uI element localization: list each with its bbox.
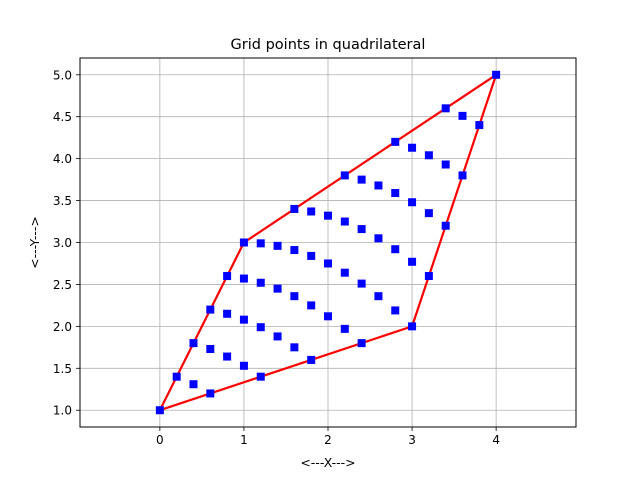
grid-point-marker	[374, 181, 383, 190]
grid-point-marker	[458, 111, 467, 120]
y-tick-label: 3.5	[53, 194, 72, 208]
grid-point-marker	[408, 198, 417, 207]
grid-point-marker	[340, 324, 349, 333]
chart-title: Grid points in quadrilateral	[231, 37, 426, 53]
grid-point-marker	[239, 361, 248, 370]
y-tick-label: 2.5	[53, 278, 72, 292]
grid-point-marker	[239, 238, 248, 247]
y-tick-label: 3.0	[53, 236, 72, 250]
grid-point-marker	[424, 272, 433, 281]
grid-point-marker	[273, 284, 282, 293]
grid-point-marker	[324, 259, 332, 268]
grid-point-marker	[189, 339, 198, 348]
grid-point-marker	[290, 246, 299, 255]
grid-point-marker	[408, 322, 417, 331]
grid-point-marker	[273, 332, 282, 341]
grid-point-marker	[441, 104, 450, 113]
grid-point-marker	[391, 306, 400, 315]
grid-point-marker	[340, 217, 349, 226]
grid-point-marker	[324, 211, 332, 220]
grid-point-marker	[357, 279, 366, 288]
y-tick-label: 4.5	[53, 110, 72, 124]
grid-point-marker	[290, 292, 299, 301]
grid-point-marker	[307, 355, 316, 364]
grid-point-marker	[475, 121, 484, 130]
x-tick-label: 0	[156, 433, 164, 447]
grid-point-marker	[206, 345, 215, 354]
grid-point-marker	[340, 171, 349, 180]
grid-point-marker	[307, 251, 316, 260]
grid-point-marker	[273, 241, 282, 250]
grid-point-marker	[172, 372, 181, 381]
grid-point-marker	[391, 137, 400, 146]
grid-point-marker	[223, 352, 232, 361]
grid-point-marker	[424, 151, 433, 160]
grid-point-marker	[408, 143, 417, 152]
x-tick-label: 2	[324, 433, 332, 447]
y-tick-label: 5.0	[53, 68, 72, 82]
grid-point-marker	[424, 209, 433, 218]
grid-point-marker	[391, 189, 400, 198]
grid-point-marker	[391, 245, 400, 254]
grid-point-marker	[155, 406, 164, 415]
y-tick-label: 1.0	[53, 404, 72, 418]
x-tick-label: 3	[408, 433, 416, 447]
grid-point-marker	[458, 171, 467, 180]
grid-point-marker	[357, 225, 366, 234]
grid-point-marker	[374, 234, 383, 243]
grid-point-marker	[290, 343, 299, 352]
grid-point-marker	[223, 272, 232, 281]
grid-point-marker	[206, 305, 215, 314]
grid-point-marker	[492, 70, 501, 79]
grid-point-marker	[340, 268, 349, 277]
y-tick-label: 4.0	[53, 152, 72, 166]
grid-point-marker	[256, 239, 265, 248]
gridlines	[80, 58, 576, 427]
grid-point-marker	[441, 160, 450, 169]
grid-point-marker	[290, 204, 299, 213]
grid-point-marker	[441, 221, 450, 230]
grid-point-marker	[324, 312, 332, 321]
grid-point-marker	[239, 315, 248, 324]
grid-point-marker	[256, 278, 265, 287]
grid-point-marker	[374, 292, 383, 301]
grid-point-marker	[408, 257, 417, 266]
axis-ticks: 0 1 2 3 4 1.0 1.5 2.0 2.5 3.0 3.5 4.0 4.5 5.0	[53, 68, 500, 447]
plot-data	[155, 70, 501, 415]
grid-point-marker	[357, 175, 366, 184]
x-axis-label: <---X--->	[300, 455, 355, 470]
grid-point-marker	[239, 274, 248, 283]
grid-point-marker	[256, 372, 265, 381]
x-tick-label: 4	[492, 433, 500, 447]
x-tick-label: 1	[240, 433, 248, 447]
grid-point-marker	[307, 301, 316, 310]
grid-point-marker	[357, 339, 366, 348]
grid-point-marker	[307, 207, 316, 216]
y-axis-label: <---Y--->	[27, 216, 42, 269]
grid-point-marker	[206, 389, 215, 398]
grid-point-marker	[223, 309, 232, 318]
grid-point-marker	[256, 323, 265, 332]
y-tick-label: 1.5	[53, 362, 72, 376]
y-tick-label: 2.0	[53, 320, 72, 334]
grid-point-marker	[189, 380, 198, 389]
